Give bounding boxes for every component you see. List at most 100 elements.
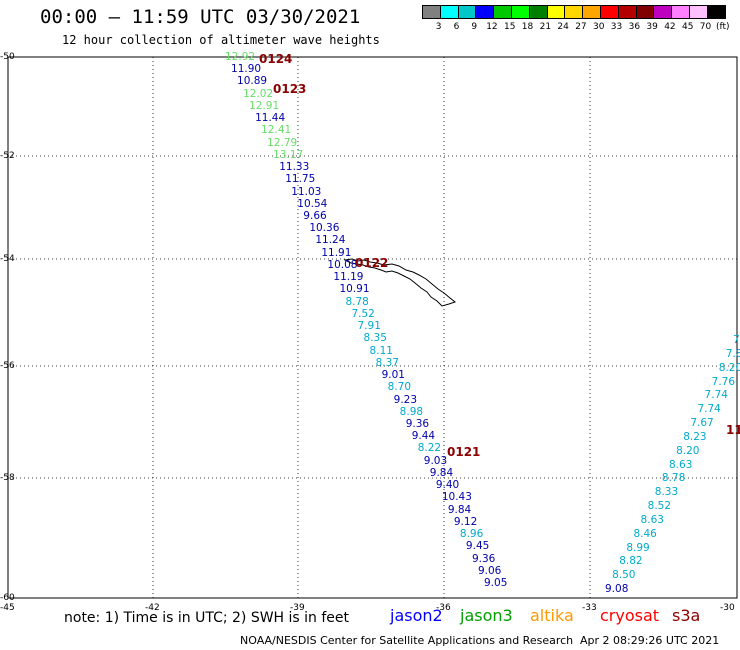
lat-tick-label: -58 [0,473,15,483]
wave-height-value: 8.22 [417,442,442,455]
wave-height-value: 7.8 [725,347,740,360]
colorbar-label: 70 [699,22,712,32]
wave-height-value: 8.63 [669,458,693,471]
wave-height-value: 8.46 [633,527,657,540]
wave-height-value: 10.89 [237,75,268,88]
wave-height-value: 9.05 [484,577,508,589]
wave-height-value: 8.20 [718,361,740,374]
wave-height-value: 9.23 [393,393,418,406]
colorbar-label: 6 [453,22,460,32]
wave-height-value: 8.20 [676,444,700,457]
wave-height-value: 11.90 [231,63,262,76]
colorbar-label: 45 [682,22,694,32]
wave-height-value: 9.84 [447,503,472,516]
graticule [7,56,738,599]
wave-height-value: 7.76 [711,375,736,388]
lon-tick-label: -42 [145,603,160,613]
wave-height-value: 9.08 [605,583,629,595]
wave-height-value: 11.44 [255,112,286,125]
satellite-legend-item: jason2 [390,606,443,625]
pass-label: 0122 [355,256,389,270]
colorbar-label: 12 [486,22,498,32]
wave-height-value: 9.40 [435,479,460,492]
satellite-legend-item: s3a [672,606,701,625]
pass-label: 11 [726,423,740,437]
wave-height-value: 12.91 [249,99,280,112]
wave-height-value: 9.45 [465,540,490,553]
colorbar-label: 27 [575,22,587,32]
pass-label: 0121 [447,445,481,459]
wave-height-value: 7.91 [357,320,381,333]
map-frame [7,56,738,599]
wave-height-value: 12.41 [261,124,292,137]
footer-timestamp: Apr 2 08:29:26 UTC 2021 [580,634,720,647]
wave-height-value: 9.03 [423,454,448,467]
colorbar-label: 21 [539,22,552,32]
wave-height-value: 9.01 [381,369,405,382]
wave-height-value: 10.43 [441,491,472,504]
wave-height-value: 8.96 [459,528,484,541]
map-title: 00:00 – 11:59 UTC 03/30/2021 [40,6,361,28]
colorbar-swatch [706,5,726,19]
lon-tick-label: -39 [290,603,305,613]
wave-height-value: 9.36 [405,417,430,430]
colorbar-label: 42 [664,22,676,32]
wave-height-value: 10.54 [297,197,328,210]
wave-height-value: 7.52 [351,307,375,320]
wave-height-value: 8.99 [626,541,650,554]
south-georgia-island [343,258,457,307]
colorbar-label: 18 [521,22,534,32]
lon-tick-label: -30 [720,603,735,613]
wave-height-value: 9.36 [471,552,496,565]
wave-height-value: 9.44 [411,430,436,443]
lon-tick-label: -45 [0,603,15,613]
wave-height-value: 10.36 [309,222,340,235]
wave-height-value: 8.11 [369,344,393,357]
colorbar-label: 24 [557,22,569,32]
wave-height-value: 8.50 [612,569,636,582]
colorbar-label: 15 [504,22,516,32]
wave-height-value: 9.84 [429,466,454,479]
colorbar-unit: (ft) [716,22,730,32]
colorbar-label: 9 [471,22,478,32]
wave-height-value: 8.37 [375,356,399,369]
map-subtitle: 12 hour collection of altimeter wave hei… [62,33,380,47]
wave-height-value: 8.78 [661,472,686,485]
pass-label: 0123 [273,82,307,96]
satellite-legend-item: cryosat [600,606,660,625]
wave-height-value: 8.35 [363,332,387,345]
wave-height-value: 12.79 [267,136,298,149]
footer-credit: NOAA/NESDIS Center for Satellite Applica… [240,634,574,647]
wave-height-value: 8.23 [683,430,707,443]
wave-height-value: 9.06 [477,564,502,577]
wave-height-value: 12.92 [225,51,256,63]
lat-tick-label: -56 [0,361,15,371]
colorbar-label: 3 [435,22,442,32]
lon-tick-label: -33 [582,603,597,613]
wave-height-value: 8.70 [387,381,412,394]
wave-height-value: 8.52 [647,500,672,512]
wave-height-value: 7.67 [690,417,714,429]
wave-height-value: 11.75 [285,173,316,186]
wave-height-value: 7.74 [697,403,721,416]
wave-height-value: 11.24 [315,234,346,247]
wave-height-value: 9.12 [453,515,478,528]
wave-height-value: 8.98 [399,405,424,418]
pass-label: 0124 [259,52,293,66]
wave-height-value: 8.82 [619,555,643,568]
lat-tick-label: -50 [0,52,15,62]
satellite-legend-item: jason3 [460,606,513,625]
lat-tick-label: -60 [0,593,15,603]
wave-height-value: 8.78 [345,295,369,308]
wave-height-value: 11.91 [321,246,352,259]
wave-height-value: 10.08 [327,258,358,271]
wave-height-value: 8.33 [654,486,679,499]
lat-tick-label: -52 [0,151,15,161]
wave-height-value: 7.74 [704,389,728,402]
wave-height-value: 13.17 [273,148,304,161]
wave-height-value: 9.66 [303,210,327,223]
wave-height-value: 11.33 [279,161,310,174]
footer-note: note: 1) Time is in UTC; 2) SWH is in fe… [64,610,350,626]
